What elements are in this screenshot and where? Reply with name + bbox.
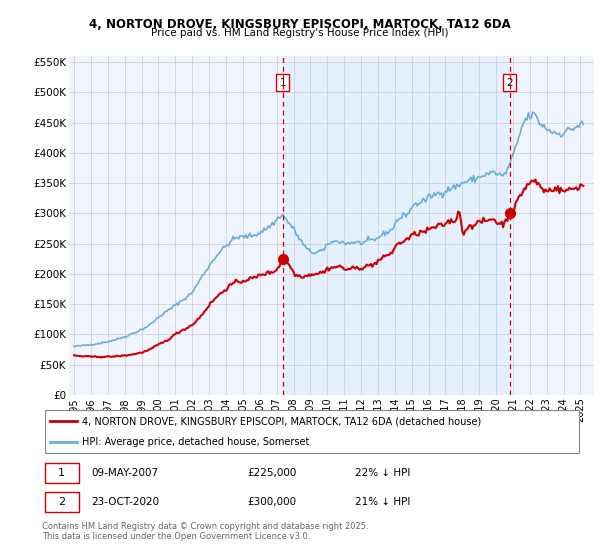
Text: 22% ↓ HPI: 22% ↓ HPI [355,468,410,478]
Text: £225,000: £225,000 [247,468,296,478]
FancyBboxPatch shape [45,410,580,454]
Bar [283,56,510,395]
FancyBboxPatch shape [45,492,79,512]
Text: HPI: Average price, detached house, Somerset: HPI: Average price, detached house, Some… [83,437,310,447]
Text: 4, NORTON DROVE, KINGSBURY EPISCOPI, MARTOCK, TA12 6DA: 4, NORTON DROVE, KINGSBURY EPISCOPI, MAR… [89,18,511,31]
Text: £300,000: £300,000 [247,497,296,507]
Text: Price paid vs. HM Land Registry's House Price Index (HPI): Price paid vs. HM Land Registry's House … [151,28,449,38]
Text: 2: 2 [506,78,513,87]
Text: 2: 2 [58,497,65,507]
Text: 4, NORTON DROVE, KINGSBURY EPISCOPI, MARTOCK, TA12 6DA (detached house): 4, NORTON DROVE, KINGSBURY EPISCOPI, MAR… [83,416,482,426]
Text: 21% ↓ HPI: 21% ↓ HPI [355,497,410,507]
Text: 1: 1 [58,468,65,478]
Text: 09-MAY-2007: 09-MAY-2007 [92,468,159,478]
FancyBboxPatch shape [45,463,79,483]
Text: Contains HM Land Registry data © Crown copyright and database right 2025.
This d: Contains HM Land Registry data © Crown c… [42,522,368,542]
Text: 1: 1 [280,78,286,87]
Text: 23-OCT-2020: 23-OCT-2020 [92,497,160,507]
